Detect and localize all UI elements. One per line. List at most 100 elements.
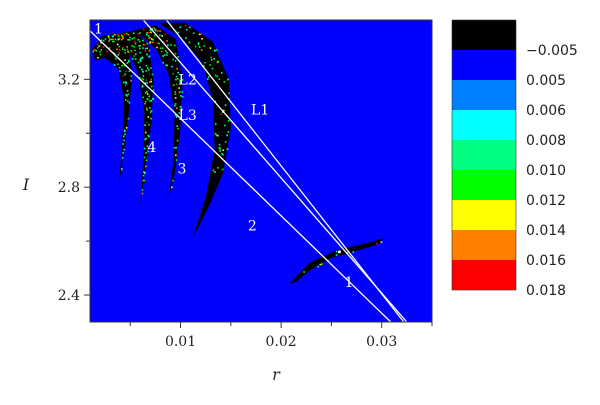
region-2 [132, 25, 184, 201]
speckle [175, 75, 178, 78]
speckle [122, 46, 124, 49]
speckle [133, 37, 136, 39]
speckle [166, 64, 168, 67]
speckle [144, 124, 146, 126]
speckle [225, 92, 227, 94]
speckle [143, 163, 146, 165]
speckle [179, 82, 182, 84]
speckle [174, 114, 177, 117]
speckle [219, 147, 222, 150]
speckle [186, 28, 188, 31]
speckle [159, 34, 161, 37]
speckle [93, 49, 96, 51]
speckle [137, 61, 140, 64]
speckle [174, 91, 177, 93]
speckle [134, 49, 136, 52]
colorbar-label: 0.005 [526, 73, 566, 89]
speckle [174, 104, 176, 107]
speckle [118, 37, 121, 40]
speckle [216, 61, 219, 64]
speckle [151, 28, 154, 30]
speckle [121, 167, 123, 169]
speckle [146, 97, 149, 100]
speckle [141, 85, 144, 87]
speckle [146, 98, 149, 101]
speckle [127, 93, 130, 96]
speckle [174, 103, 177, 105]
speckle [216, 75, 219, 78]
speckle [116, 43, 119, 46]
speckle [212, 73, 214, 76]
speckle [139, 51, 141, 54]
speckle [148, 95, 150, 98]
speckle [144, 138, 146, 141]
speckle [156, 46, 158, 49]
speckle [164, 50, 167, 52]
speckle [146, 47, 149, 50]
speckle [159, 47, 162, 49]
speckle [122, 71, 124, 73]
speckle [173, 41, 176, 44]
speckle [154, 29, 157, 31]
speckle [335, 254, 338, 256]
speckle [173, 147, 176, 149]
annotation-l1-3: L1 [251, 102, 269, 118]
speckle [147, 150, 149, 153]
speckle [125, 91, 128, 94]
speckle [144, 47, 147, 50]
speckle [108, 40, 110, 42]
speckle [134, 58, 137, 60]
speckle [145, 165, 147, 168]
speckle [158, 42, 160, 45]
speckle [171, 61, 173, 63]
speckle [92, 50, 94, 53]
colorbar-swatch [452, 170, 516, 200]
speckle [180, 95, 182, 97]
speckle [150, 67, 152, 69]
speckle [164, 54, 166, 56]
speckle [177, 31, 180, 34]
speckle [151, 94, 154, 96]
speckle [223, 109, 225, 112]
colorbar-legend: −0.005 0.005 0.006 0.008 0.010 0.012 0.014 0.01… [451, 19, 578, 299]
speckle [108, 47, 111, 49]
speckle [203, 65, 205, 67]
speckle [174, 99, 176, 102]
speckle [144, 92, 147, 94]
speckle [150, 115, 152, 117]
speckle [99, 51, 101, 53]
speckle [175, 154, 177, 156]
speckle [200, 49, 203, 51]
speckle [180, 70, 182, 73]
speckle [115, 57, 117, 60]
speckle [209, 62, 211, 64]
speckle [124, 133, 126, 135]
speckle [128, 39, 131, 41]
speckle [107, 35, 110, 37]
speckle [126, 62, 129, 64]
speckle [148, 135, 150, 138]
speckle [179, 106, 182, 108]
speckle [172, 179, 174, 182]
speckle [121, 64, 123, 67]
speckle [149, 42, 151, 44]
speckle [124, 129, 126, 131]
speckle [188, 41, 191, 44]
plot-frame [89, 19, 433, 323]
speckle [124, 52, 127, 54]
speckle [146, 82, 148, 84]
speckle [181, 91, 183, 93]
speckle [222, 149, 225, 151]
speckle [181, 79, 184, 81]
speckle [211, 67, 214, 70]
speckle [152, 98, 154, 100]
speckle [149, 29, 152, 32]
speckle [226, 148, 229, 150]
speckle [148, 49, 151, 52]
speckle [139, 47, 141, 50]
speckle [152, 27, 155, 29]
speckle [144, 102, 146, 105]
speckle [125, 84, 128, 86]
speckle [109, 38, 111, 41]
speckle [146, 33, 148, 36]
